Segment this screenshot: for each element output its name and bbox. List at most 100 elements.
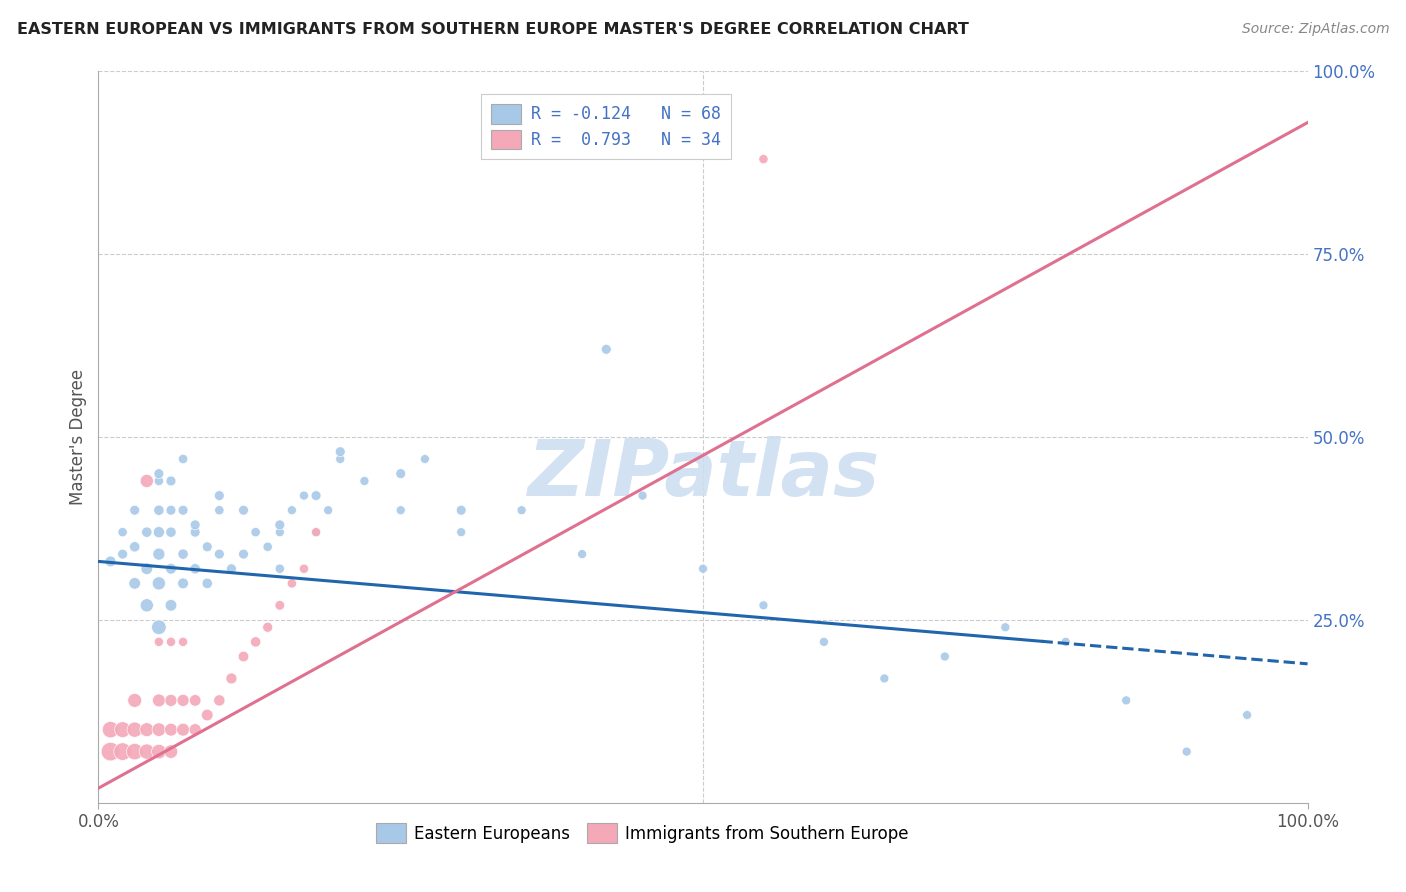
Point [232, 547, 254, 561]
Point [1115, 693, 1137, 707]
Point [124, 745, 146, 759]
Point [172, 635, 194, 649]
Point [184, 693, 207, 707]
Point [571, 547, 593, 561]
Point [111, 525, 134, 540]
Point [450, 525, 472, 540]
Point [148, 745, 170, 759]
Text: EASTERN EUROPEAN VS IMMIGRANTS FROM SOUTHERN EUROPE MASTER'S DEGREE CORRELATION : EASTERN EUROPEAN VS IMMIGRANTS FROM SOUT… [17, 22, 969, 37]
Point [148, 693, 170, 707]
Y-axis label: Master's Degree: Master's Degree [69, 369, 87, 505]
Point [329, 444, 352, 458]
Point [389, 503, 412, 517]
Point [172, 693, 194, 707]
Point [111, 745, 134, 759]
Point [245, 635, 267, 649]
Point [389, 467, 412, 481]
Point [172, 503, 194, 517]
Point [305, 525, 328, 540]
Point [510, 503, 533, 517]
Point [316, 503, 339, 517]
Point [595, 343, 617, 357]
Point [172, 547, 194, 561]
Point [160, 745, 183, 759]
Point [873, 672, 896, 686]
Point [135, 599, 157, 613]
Point [269, 599, 291, 613]
Point [135, 474, 157, 488]
Point [450, 503, 472, 517]
Point [256, 540, 278, 554]
Point [752, 599, 775, 613]
Point [813, 635, 835, 649]
Point [232, 503, 254, 517]
Point [1236, 708, 1258, 723]
Point [160, 562, 183, 576]
Point [221, 562, 243, 576]
Point [752, 152, 775, 166]
Point [269, 517, 291, 532]
Point [148, 547, 170, 561]
Point [160, 693, 183, 707]
Point [692, 562, 714, 576]
Point [135, 723, 157, 737]
Point [292, 489, 315, 503]
Point [124, 540, 146, 554]
Point [256, 620, 278, 634]
Point [148, 576, 170, 591]
Point [269, 525, 291, 540]
Point [135, 525, 157, 540]
Point [305, 489, 328, 503]
Point [269, 562, 291, 576]
Point [160, 599, 183, 613]
Point [124, 693, 146, 707]
Point [184, 517, 207, 532]
Point [413, 452, 436, 467]
Point [934, 649, 956, 664]
Point [172, 452, 194, 467]
Point [208, 693, 231, 707]
Point [148, 467, 170, 481]
Point [195, 540, 218, 554]
Point [111, 723, 134, 737]
Point [135, 562, 157, 576]
Point [124, 503, 146, 517]
Point [160, 525, 183, 540]
Point [232, 649, 254, 664]
Point [994, 620, 1017, 634]
Point [305, 525, 328, 540]
Text: Source: ZipAtlas.com: Source: ZipAtlas.com [1241, 22, 1389, 37]
Point [195, 576, 218, 591]
Point [221, 672, 243, 686]
Point [148, 635, 170, 649]
Point [208, 503, 231, 517]
Point [245, 525, 267, 540]
Point [124, 576, 146, 591]
Legend: Eastern Europeans, Immigrants from Southern Europe: Eastern Europeans, Immigrants from South… [370, 817, 915, 849]
Point [292, 562, 315, 576]
Point [160, 474, 183, 488]
Point [184, 525, 207, 540]
Point [281, 576, 304, 591]
Point [100, 554, 122, 568]
Point [124, 723, 146, 737]
Point [353, 474, 375, 488]
Point [160, 723, 183, 737]
Point [1054, 635, 1077, 649]
Point [1175, 745, 1198, 759]
Point [172, 576, 194, 591]
Point [184, 723, 207, 737]
Point [100, 723, 122, 737]
Point [184, 562, 207, 576]
Point [281, 503, 304, 517]
Point [148, 474, 170, 488]
Point [329, 452, 352, 467]
Point [172, 723, 194, 737]
Point [160, 635, 183, 649]
Point [148, 503, 170, 517]
Point [100, 745, 122, 759]
Point [208, 547, 231, 561]
Point [135, 745, 157, 759]
Point [208, 489, 231, 503]
Point [631, 489, 654, 503]
